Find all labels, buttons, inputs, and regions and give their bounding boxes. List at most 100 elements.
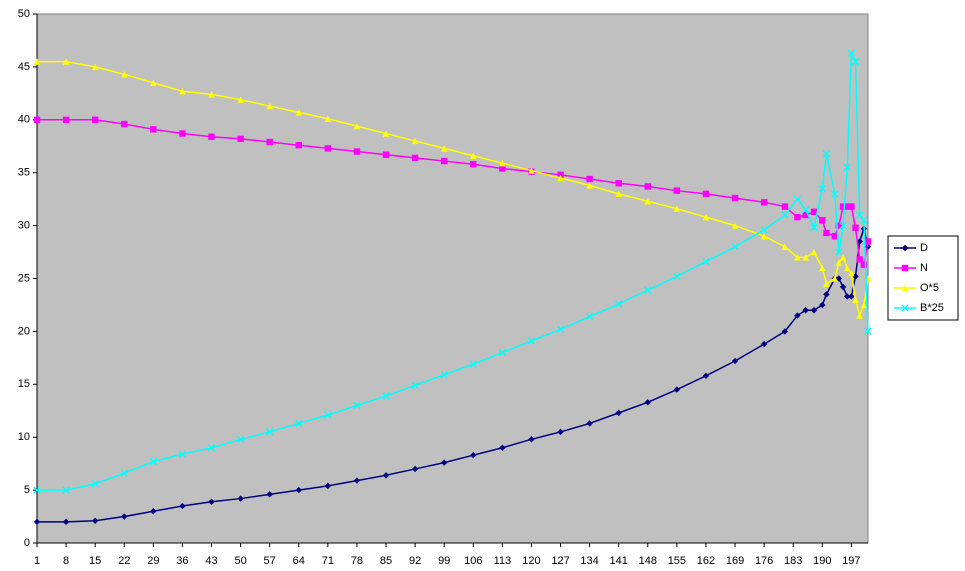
marker bbox=[781, 328, 789, 335]
marker bbox=[835, 222, 843, 229]
marker bbox=[528, 436, 535, 443]
marker bbox=[121, 120, 128, 128]
marker bbox=[856, 211, 864, 219]
x-tick-label: 148 bbox=[639, 555, 657, 567]
marker bbox=[382, 472, 390, 479]
marker bbox=[353, 122, 361, 130]
marker bbox=[179, 88, 186, 95]
marker bbox=[901, 244, 909, 252]
marker bbox=[839, 221, 847, 230]
y-tick-label: 10 bbox=[18, 431, 30, 443]
marker bbox=[382, 130, 390, 137]
marker bbox=[802, 211, 809, 219]
legend-label: D bbox=[920, 242, 928, 254]
marker bbox=[62, 116, 70, 123]
marker bbox=[62, 486, 70, 494]
marker bbox=[856, 238, 863, 245]
marker bbox=[702, 372, 710, 380]
marker bbox=[33, 116, 41, 123]
marker bbox=[835, 248, 843, 256]
marker bbox=[324, 482, 332, 490]
x-tick-label: 78 bbox=[351, 555, 363, 567]
x-tick-label: 57 bbox=[264, 555, 276, 567]
x-tick-label: 106 bbox=[464, 555, 482, 567]
marker bbox=[266, 491, 273, 498]
y-tick-label: 20 bbox=[18, 325, 30, 337]
marker bbox=[673, 386, 681, 393]
marker bbox=[208, 133, 215, 140]
marker bbox=[440, 145, 448, 152]
y-tick-label: 30 bbox=[18, 220, 30, 232]
x-tick-label: 22 bbox=[118, 555, 130, 567]
marker bbox=[901, 264, 909, 272]
x-tick-label: 169 bbox=[726, 555, 744, 567]
marker bbox=[831, 190, 839, 198]
marker bbox=[121, 71, 128, 78]
marker bbox=[295, 109, 302, 116]
y-tick-label: 50 bbox=[18, 8, 30, 20]
marker bbox=[794, 254, 801, 261]
marker bbox=[835, 259, 843, 266]
marker bbox=[382, 392, 390, 400]
marker bbox=[819, 301, 826, 309]
x-tick-label: 99 bbox=[438, 555, 450, 567]
x-tick-label: 50 bbox=[234, 555, 246, 567]
marker bbox=[499, 159, 506, 167]
marker bbox=[731, 222, 739, 229]
marker bbox=[819, 264, 826, 272]
marker bbox=[440, 459, 448, 466]
marker bbox=[760, 199, 768, 206]
marker bbox=[818, 184, 826, 193]
marker bbox=[615, 180, 622, 187]
marker bbox=[411, 137, 419, 145]
marker bbox=[353, 401, 361, 410]
marker bbox=[150, 508, 157, 515]
plot-area bbox=[36, 13, 869, 544]
marker bbox=[856, 312, 863, 319]
marker bbox=[831, 275, 838, 282]
marker bbox=[802, 307, 809, 314]
marker bbox=[91, 116, 99, 123]
x-tick-label: 134 bbox=[580, 555, 598, 567]
marker bbox=[810, 208, 818, 216]
x-tick-label: 141 bbox=[610, 555, 628, 567]
marker bbox=[860, 301, 868, 309]
marker bbox=[848, 270, 855, 277]
marker bbox=[470, 451, 477, 459]
x-tick-label: 197 bbox=[842, 555, 860, 567]
marker bbox=[208, 91, 215, 98]
marker bbox=[585, 312, 594, 321]
marker bbox=[644, 286, 652, 294]
marker bbox=[831, 232, 838, 240]
marker bbox=[794, 312, 801, 319]
x-tick-label: 155 bbox=[668, 555, 686, 567]
marker bbox=[802, 206, 810, 214]
marker bbox=[207, 444, 216, 452]
marker bbox=[470, 161, 477, 168]
marker bbox=[860, 261, 868, 268]
legend-label: O*5 bbox=[920, 282, 939, 294]
marker bbox=[673, 272, 681, 281]
marker bbox=[852, 273, 859, 280]
y-tick-label: 15 bbox=[18, 378, 30, 390]
marker bbox=[62, 58, 70, 65]
marker bbox=[179, 502, 186, 510]
marker bbox=[781, 203, 789, 210]
marker bbox=[760, 232, 768, 240]
marker bbox=[91, 517, 99, 524]
marker bbox=[702, 213, 710, 221]
x-tick-label: 36 bbox=[176, 555, 188, 567]
marker bbox=[810, 307, 818, 314]
marker bbox=[178, 450, 187, 458]
marker bbox=[498, 348, 507, 357]
marker bbox=[781, 243, 789, 250]
marker bbox=[644, 183, 651, 190]
marker bbox=[848, 293, 855, 300]
marker bbox=[33, 518, 41, 526]
marker bbox=[266, 102, 273, 110]
marker bbox=[794, 213, 801, 221]
marker bbox=[843, 163, 851, 172]
marker bbox=[33, 486, 41, 494]
marker bbox=[236, 435, 245, 443]
